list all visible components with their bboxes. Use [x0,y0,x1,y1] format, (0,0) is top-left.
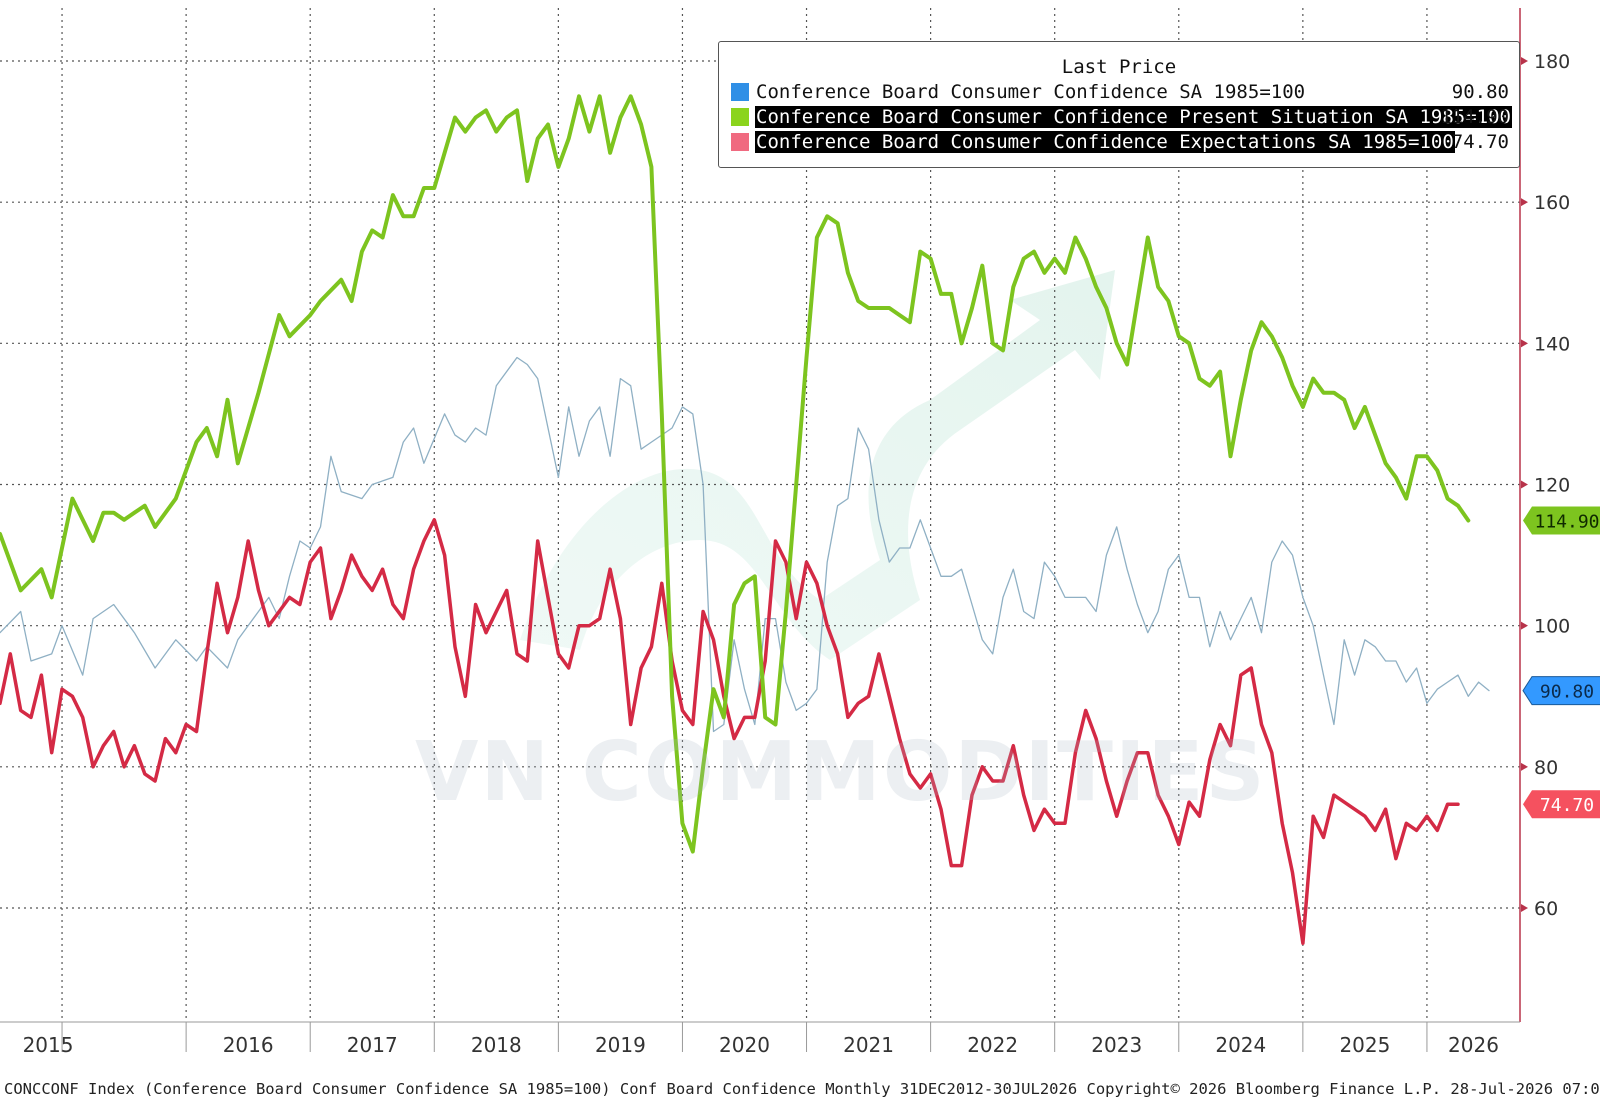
y-tick-mark [1521,57,1528,65]
y-tick-label: 140 [1534,333,1570,355]
legend-item-present-situation: Conference Board Consumer Confidence Pre… [731,105,1512,129]
legend-swatch-blue [731,83,749,101]
x-axis: 2015 2016 2017 2018 2019 2020 2021 2022 2023 2024… [0,1021,1520,1057]
last-value-tag-label: 74.70 [1540,795,1594,816]
x-tick-label: 2017 [347,1033,398,1057]
x-tick-label: 2021 [843,1033,894,1057]
last-value-tag-label: 90.80 [1540,682,1594,703]
legend-last-value: 114.90 [1440,106,1509,128]
y-tick-mark [1521,762,1528,771]
last-value-tag [1522,676,1600,706]
x-tick-label: 2025 [1339,1033,1390,1057]
y-tick-label: 160 [1534,192,1570,214]
legend-series-name: Conference Board Consumer Confidence Pre… [755,106,1512,128]
series-line-1 [0,94,1471,854]
legend-last-value: 90.80 [1451,81,1509,103]
x-tick-label: 2024 [1215,1033,1266,1057]
x-tick-label: 2018 [471,1033,522,1057]
y-tick-label: 180 [1534,51,1570,73]
x-tick-label: 2022 [967,1033,1018,1057]
y-tick-mark [1521,904,1528,912]
legend-swatch-red [731,133,749,151]
y-tick-mark [1521,339,1528,348]
x-tick-label: 2026 [1448,1033,1499,1057]
legend-last-value: 74.70 [1451,131,1509,153]
x-tick-label: 2015 [23,1033,74,1057]
y-tick-mark [1521,480,1528,489]
series-lines [0,94,1490,946]
y-axis: 60 80 100 120 140 160 180 [1519,8,1570,1022]
y-tick-label: 80 [1534,757,1558,779]
legend-swatch-green [731,108,749,126]
y-tick-mark [1521,621,1528,630]
x-tick-label: 2023 [1091,1033,1142,1057]
last-value-tag [1523,790,1600,819]
x-tick-label: 2016 [223,1033,274,1057]
watermark-arrow-graphic [520,270,1115,660]
y-tick-label: 60 [1534,898,1558,920]
y-tick-label: 120 [1534,475,1570,497]
x-tick-label: 2019 [595,1033,646,1057]
last-value-tag [1523,506,1600,535]
legend: Last Price Conference Board Consumer Con… [718,41,1520,168]
x-tick-label: 2020 [719,1033,770,1057]
legend-series-name: Conference Board Consumer Confidence SA … [756,81,1306,103]
chart-footer: CONCCONF Index (Conference Board Consume… [4,1080,1600,1098]
legend-series-name: Conference Board Consumer Confidence Exp… [755,131,1455,153]
series-line-0 [0,356,1490,733]
legend-item-expectations: Conference Board Consumer Confidence Exp… [731,130,1455,154]
last-value-tags: 90.80 114.90 74.70 [1522,506,1600,819]
y-tick-label: 100 [1534,616,1570,638]
legend-title: Last Price [1061,56,1177,78]
legend-item-consumer-confidence: Conference Board Consumer Confidence SA … [731,80,1306,104]
series-line-2 [0,518,1460,946]
y-tick-mark [1521,198,1528,207]
last-value-tag-label: 114.90 [1534,511,1599,532]
